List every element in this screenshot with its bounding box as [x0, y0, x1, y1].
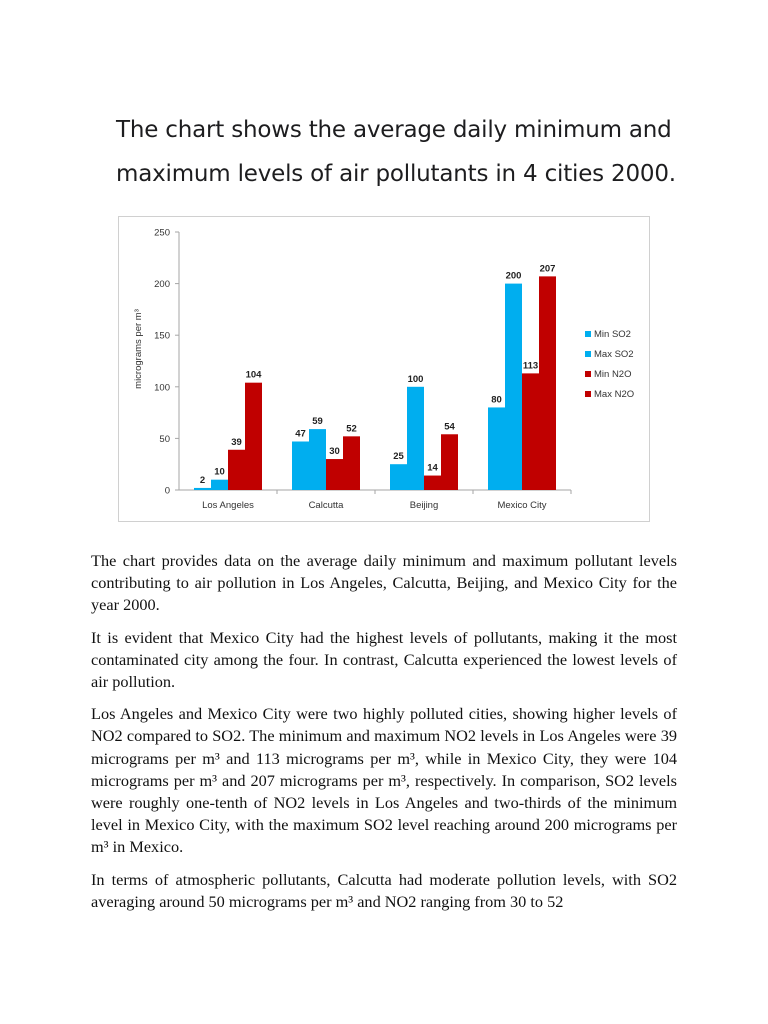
x-tick-label: Mexico City [497, 500, 546, 511]
chart-container: 0 50 100 150 200 250 micrograms per m³ Los Ange… [118, 216, 650, 522]
bar-data-label: 207 [540, 263, 556, 274]
bar-data-label: 200 [506, 271, 522, 282]
legend-swatch [585, 351, 591, 357]
legend-label: Min N2O [594, 369, 631, 380]
chart-bars [194, 276, 556, 490]
legend-label: Min SO2 [594, 329, 631, 340]
chart-data-labels: 2 10 39 104 47 59 30 52 25 100 14 54 80 200 113 207 [200, 263, 556, 486]
page-title: The chart shows the average daily minimu… [116, 108, 716, 196]
bar-data-label: 2 [200, 475, 205, 486]
bar-data-label: 113 [523, 360, 538, 371]
bar-data-label: 59 [312, 416, 323, 427]
y-axis-title: micrograms per m³ [133, 309, 144, 389]
paragraph: The chart provides data on the average d… [91, 551, 677, 615]
y-tick-label: 50 [159, 434, 170, 445]
bar-data-label: 47 [295, 428, 306, 439]
bar-data-label: 52 [346, 423, 357, 434]
bar [539, 276, 556, 490]
bar [424, 475, 441, 490]
bar [245, 382, 262, 490]
x-tick-label: Los Angeles [202, 500, 254, 511]
legend-swatch [585, 371, 591, 377]
x-tick-label: Calcutta [309, 500, 345, 511]
bar [505, 283, 522, 490]
bar [309, 429, 326, 490]
y-tick-label: 150 [154, 331, 170, 342]
y-tick-label: 0 [165, 486, 170, 497]
legend-swatch [585, 391, 591, 397]
bar-data-label: 30 [329, 446, 340, 457]
bar [292, 441, 309, 490]
title-line-2: maximum levels of air pollutants in 4 ci… [116, 161, 676, 187]
bar [194, 487, 211, 490]
paragraph: It is evident that Mexico City had the h… [91, 627, 677, 692]
title-line-1: The chart shows the average daily minimu… [116, 117, 672, 143]
paragraph: Los Angeles and Mexico City were two hig… [91, 704, 677, 857]
bar-data-label: 10 [214, 467, 225, 478]
bar-chart: 0 50 100 150 200 250 micrograms per m³ Los Ange… [133, 228, 634, 512]
legend-swatch [585, 331, 591, 337]
legend-label: Max N2O [594, 389, 634, 400]
bar-data-label: 39 [231, 437, 242, 448]
bar-data-label: 54 [444, 421, 455, 432]
x-tick-label: Beijing [410, 500, 439, 511]
bar [441, 434, 458, 490]
paragraph: In terms of atmospheric pollutants, Calc… [91, 869, 677, 911]
bar [390, 464, 407, 490]
y-tick-label: 250 [154, 228, 170, 239]
y-tick-label: 200 [154, 279, 170, 290]
bar [326, 459, 343, 490]
chart-legend: Min SO2 Max SO2 Min N2O Max N2O [585, 329, 634, 400]
legend-label: Max SO2 [594, 349, 634, 360]
bar [343, 436, 360, 490]
bar-data-label: 25 [393, 451, 404, 462]
bar [407, 386, 424, 490]
bar [228, 449, 245, 490]
bar-data-label: 14 [427, 463, 438, 474]
bar-data-label: 104 [246, 370, 263, 381]
bar-data-label: 80 [491, 394, 502, 405]
bar [211, 479, 228, 490]
y-tick-label: 100 [154, 382, 170, 393]
bar [522, 373, 539, 490]
article-body: The chart provides data on the average d… [91, 550, 677, 923]
bar [488, 407, 505, 490]
bar-data-label: 100 [408, 374, 424, 385]
